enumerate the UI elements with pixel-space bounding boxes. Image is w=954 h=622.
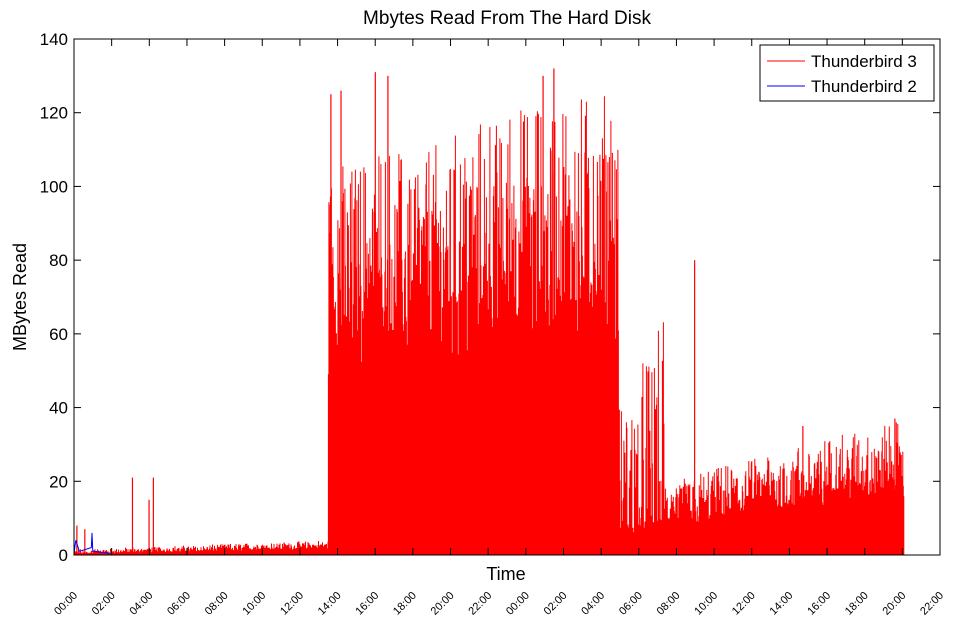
legend-label: Thunderbird 2 [811,77,917,96]
legend: Thunderbird 3 Thunderbird 2 [759,44,935,102]
y-tick-label: 140 [40,30,68,49]
y-tick-label: 80 [49,251,68,270]
y-axis-label: MBytes Read [10,243,30,351]
y-tick-label: 20 [49,472,68,491]
series-thunderbird-2-line [73,532,111,554]
y-tick-label: 0 [59,546,68,565]
y-tick-label: 100 [40,177,68,196]
legend-label: Thunderbird 3 [811,52,917,71]
x-axis-label: Time [486,564,525,584]
y-tick-label: 40 [49,399,68,418]
plot-frame-rect [73,38,941,556]
y-axis-ticks: 0 20 40 60 80 100 120 140 [40,30,940,565]
y-tick-label: 60 [49,325,68,344]
y-tick-label: 120 [40,104,68,123]
chart-title: Mbytes Read From The Hard Disk [363,8,651,29]
legend-box [759,44,935,102]
series-layer [73,68,905,555]
plot-frame [73,38,941,556]
